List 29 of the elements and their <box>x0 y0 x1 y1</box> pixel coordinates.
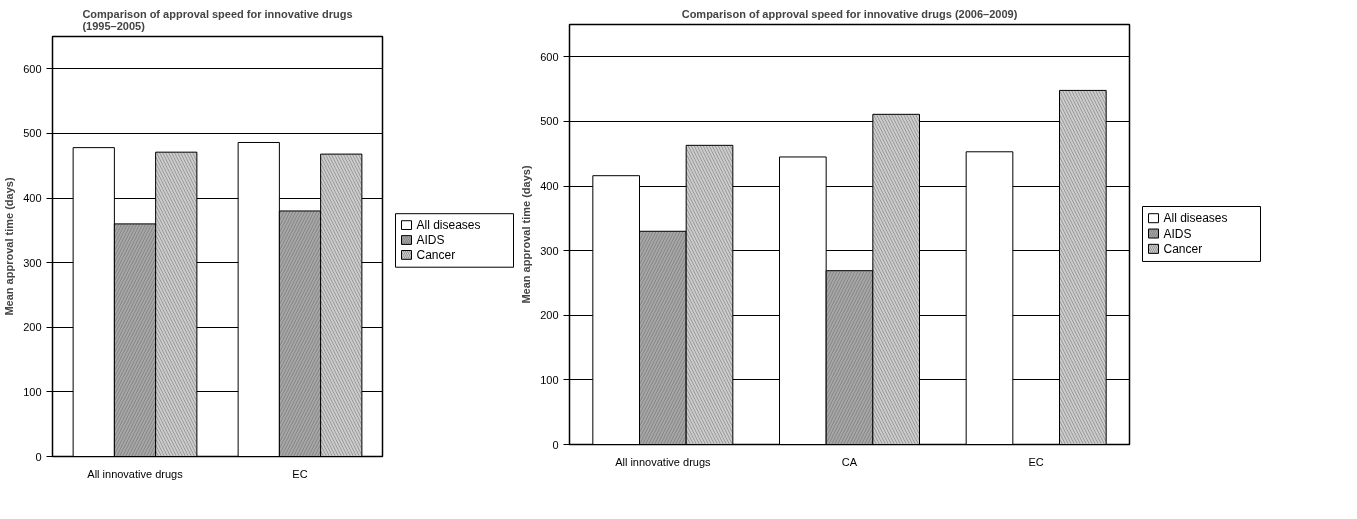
legend-label: AIDS <box>1163 226 1192 241</box>
chart-title: Comparison of approval speed for innovative drugs (1995–2005) <box>82 7 353 32</box>
legend-label: All diseases <box>1163 211 1228 226</box>
y-tick-label: 500 <box>23 127 42 140</box>
x-tick-label: EC <box>292 467 308 480</box>
y-tick-label: 0 <box>35 450 42 463</box>
y-tick-label: 200 <box>23 321 42 334</box>
y-tick-label: 500 <box>540 115 559 128</box>
y-axis-title: Mean approval time (days) <box>3 177 16 316</box>
y-tick-label: 600 <box>540 50 559 63</box>
legend-label: All diseases <box>416 218 481 233</box>
x-tick-label: CA <box>841 455 858 468</box>
y-tick-label: 100 <box>540 373 559 386</box>
legend-label: AIDS <box>416 233 445 248</box>
legend-label: Cancer <box>1163 241 1203 256</box>
y-tick-label: 400 <box>540 180 559 193</box>
x-tick-label: All innovative drugs <box>615 455 712 468</box>
y-tick-label: 100 <box>23 385 42 398</box>
chart-title: Comparison of approval speed for innovative drugs (2006–2009) <box>681 7 1018 20</box>
y-tick-label: 300 <box>540 244 559 257</box>
x-tick-label: All innovative drugs <box>87 467 184 480</box>
y-tick-label: 200 <box>540 309 559 322</box>
x-tick-label: EC <box>1028 455 1044 468</box>
y-axis-title: Mean approval time (days) <box>520 165 533 304</box>
y-tick-label: 400 <box>23 192 42 205</box>
y-tick-label: 300 <box>23 256 42 269</box>
y-tick-label: 600 <box>23 62 42 75</box>
y-tick-label: 0 <box>552 438 559 451</box>
legend-label: Cancer <box>416 247 456 262</box>
